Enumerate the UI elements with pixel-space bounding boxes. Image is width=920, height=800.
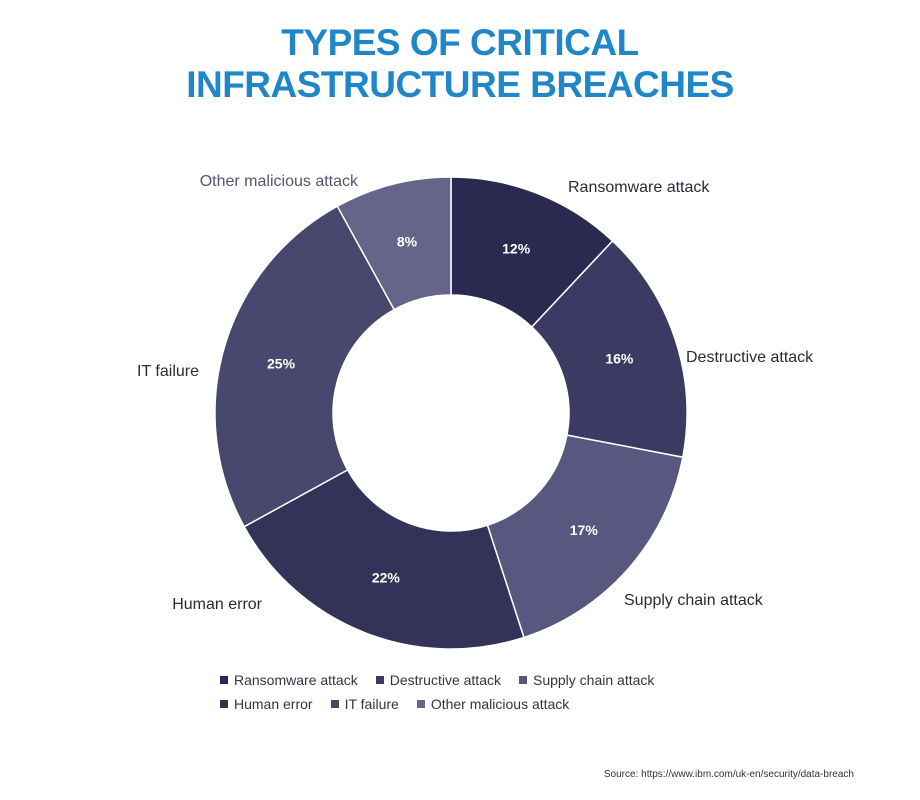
category-labels-group: Ransomware attack Destructive attack Suppl… [137,173,814,613]
value-label-it-failure: 25% [267,356,296,372]
legend-label: Other malicious attack [430,696,570,712]
slice-other-malicious [336,176,452,311]
legend-label: IT failure [344,696,399,712]
value-label-destructive: 16% [605,350,634,366]
legend-item-supply-chain: Supply chain attack [518,672,655,688]
value-labels-group: 12% 16% 17% 22% 25% 8% [267,234,634,586]
value-label-human-error: 22% [372,570,401,586]
category-label-supply-chain: Supply chain attack [624,592,764,609]
slices-group [214,176,688,650]
legend: Ransomware attack Destructive attack Suppl… [220,668,720,716]
category-label-destructive: Destructive attack [686,349,814,366]
legend-swatch [330,700,339,708]
legend-swatch [375,676,384,684]
legend-item-it-failure: IT failure [330,696,399,712]
slice-destructive [530,239,688,459]
value-label-supply-chain: 17% [570,522,599,538]
legend-label: Supply chain attack [532,672,655,688]
legend-item-other-malicious: Other malicious attack [416,696,570,712]
category-label-it-failure: IT failure [137,363,199,380]
legend-item-destructive: Destructive attack [375,672,501,688]
value-label-ransomware: 12% [502,240,531,256]
legend-label: Ransomware attack [234,672,358,688]
legend-item-human-error: Human error [220,696,313,712]
slice-human-error [243,468,525,650]
category-label-ransomware: Ransomware attack [568,179,710,196]
legend-item-ransomware: Ransomware attack [220,672,358,688]
legend-row: Human error IT failure Other malicious att… [220,692,720,716]
legend-label: Destructive attack [389,672,501,688]
slice-supply-chain [486,434,684,639]
legend-row: Ransomware attack Destructive attack Suppl… [220,668,720,692]
legend-swatch [416,700,425,708]
source-note: Source: https://www.ibm.com/uk-en/securi… [603,769,854,780]
legend-swatch [220,700,228,708]
slice-it-failure [214,205,396,528]
legend-label: Human error [234,696,313,712]
value-label-other-malicious: 8% [397,234,418,250]
legend-swatch [220,676,228,684]
chart-title: TYPES OF CRITICAL INFRASTRUCTURE BREACHE… [0,22,920,106]
chart-title-line-1: TYPES OF CRITICAL [281,22,639,63]
category-label-other-malicious: Other malicious attack [200,173,359,190]
legend-swatch [518,676,527,684]
category-label-human-error: Human error [172,596,262,613]
chart-title-line-2: INFRASTRUCTURE BREACHES [186,64,734,105]
